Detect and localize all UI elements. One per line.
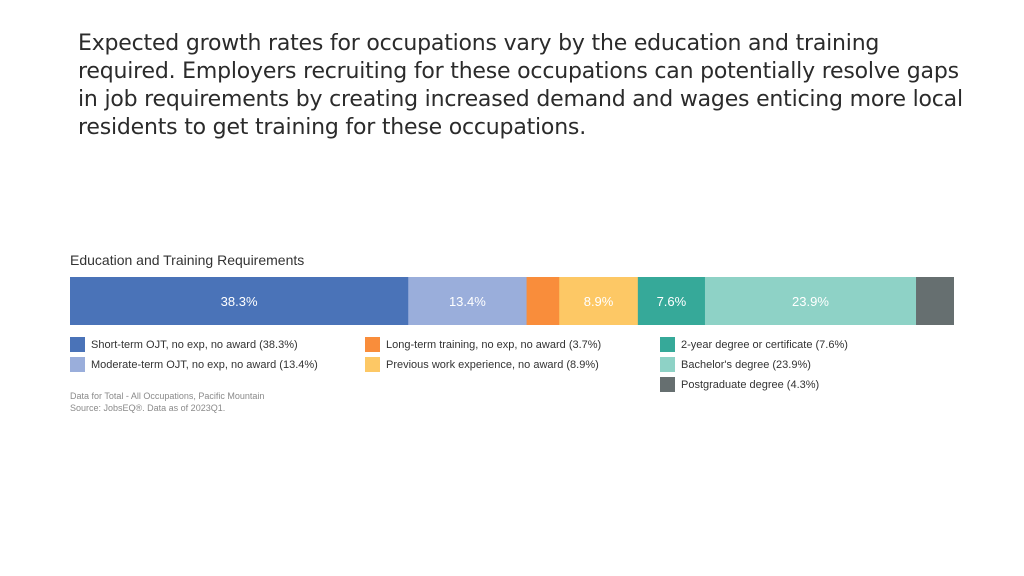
bar-data-label-4: 8.9%	[584, 294, 614, 309]
chart-legend: Short-term OJT, no exp, no award (38.3%)…	[70, 337, 954, 397]
legend-item-7: Postgraduate degree (4.3%)	[660, 377, 819, 392]
stacked-bar-chart: 38.3% 13.4% 8.9% 7.6% 23.9%	[70, 277, 954, 325]
legend-label: Long-term training, no exp, no award (3.…	[386, 338, 602, 351]
legend-swatch	[660, 377, 675, 392]
bar-data-label-2: 13.4%	[449, 294, 486, 309]
legend-swatch	[70, 337, 85, 352]
legend-label: 2-year degree or certificate (7.6%)	[681, 338, 848, 351]
legend-label: Short-term OJT, no exp, no award (38.3%)	[91, 338, 298, 351]
legend-swatch	[70, 357, 85, 372]
chart-title: Education and Training Requirements	[70, 252, 305, 268]
legend-item-1: Short-term OJT, no exp, no award (38.3%)	[70, 337, 298, 352]
legend-label: Postgraduate degree (4.3%)	[681, 378, 820, 391]
legend-label: Moderate-term OJT, no exp, no award (13.…	[91, 358, 318, 371]
legend-swatch	[365, 357, 380, 372]
bar-segment-1	[70, 277, 409, 325]
bar-segment-3	[526, 277, 560, 325]
bar-segment-4	[559, 277, 639, 325]
bar-data-label-6: 23.9%	[792, 294, 829, 309]
bar-data-label-1: 38.3%	[221, 294, 258, 309]
legend-item-4: Previous work experience, no award (8.9%…	[365, 357, 599, 372]
bar-segment-2	[408, 277, 528, 325]
bar-segment-6	[704, 277, 917, 325]
intro-paragraph: Expected growth rates for occupations va…	[78, 31, 963, 140]
legend-item-2: Moderate-term OJT, no exp, no award (13.…	[70, 357, 318, 372]
bar-data-label-5: 7.6%	[657, 294, 687, 309]
footnote-source: Source: JobsEQ®. Data as of 2023Q1.	[70, 403, 226, 413]
legend-label: Previous work experience, no award (8.9%…	[386, 358, 599, 371]
legend-item-6: Bachelor's degree (23.9%)	[660, 357, 811, 372]
chart-footnote: Data for Total - All Occupations, Pacifi…	[70, 390, 264, 414]
legend-label: Bachelor's degree (23.9%)	[681, 358, 811, 371]
legend-item-3: Long-term training, no exp, no award (3.…	[365, 337, 601, 352]
bar-segment-7	[916, 277, 954, 325]
legend-swatch	[660, 337, 675, 352]
bar-segment-5	[637, 277, 706, 325]
legend-swatch	[365, 337, 380, 352]
legend-item-5: 2-year degree or certificate (7.6%)	[660, 337, 848, 352]
footnote-data-scope: Data for Total - All Occupations, Pacifi…	[70, 391, 265, 401]
legend-swatch	[660, 357, 675, 372]
